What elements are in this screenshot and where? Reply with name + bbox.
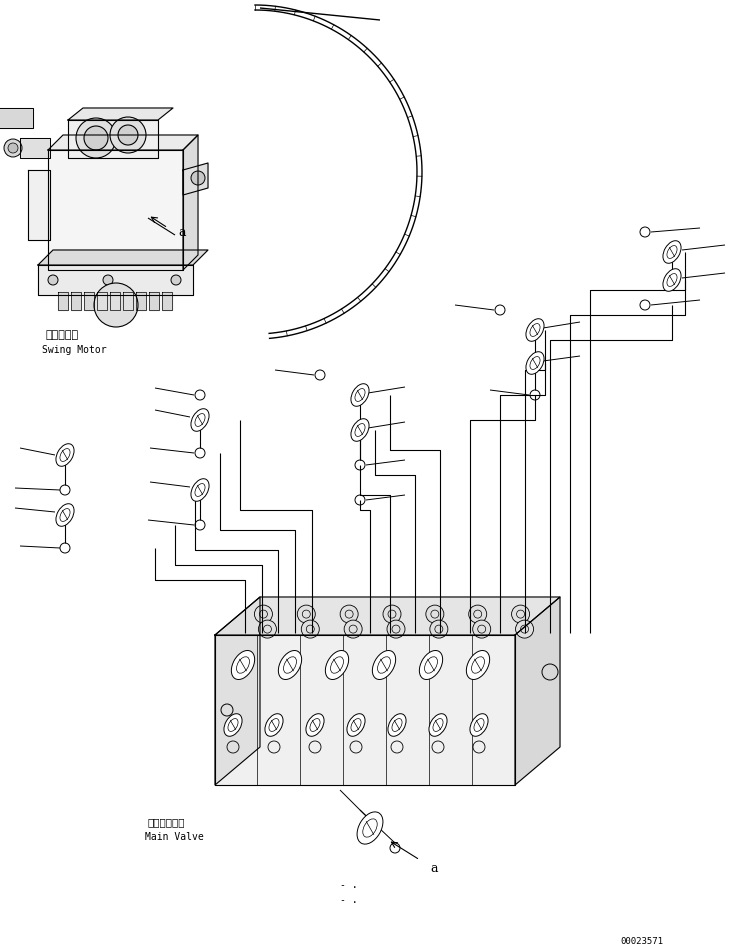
Circle shape xyxy=(473,620,490,638)
Circle shape xyxy=(76,118,116,158)
Circle shape xyxy=(110,117,146,153)
Polygon shape xyxy=(515,597,560,785)
Circle shape xyxy=(383,605,401,623)
Circle shape xyxy=(340,605,358,623)
Circle shape xyxy=(258,620,277,638)
Text: 旋回モータ: 旋回モータ xyxy=(45,330,78,340)
Text: a: a xyxy=(430,862,438,875)
Ellipse shape xyxy=(224,713,242,736)
Circle shape xyxy=(301,620,319,638)
Polygon shape xyxy=(0,108,33,128)
Ellipse shape xyxy=(526,352,544,374)
Polygon shape xyxy=(20,138,50,158)
Circle shape xyxy=(469,605,487,623)
Circle shape xyxy=(344,620,362,638)
Text: Swing Motor: Swing Motor xyxy=(42,345,107,355)
Ellipse shape xyxy=(232,651,255,679)
Polygon shape xyxy=(123,292,133,310)
Polygon shape xyxy=(162,292,172,310)
Circle shape xyxy=(426,605,444,623)
Polygon shape xyxy=(149,292,159,310)
Polygon shape xyxy=(183,135,198,270)
Ellipse shape xyxy=(351,419,369,442)
Circle shape xyxy=(103,275,113,285)
Polygon shape xyxy=(48,135,198,150)
Polygon shape xyxy=(136,292,146,310)
Text: a: a xyxy=(178,225,186,238)
Ellipse shape xyxy=(429,713,447,736)
Ellipse shape xyxy=(265,713,283,736)
Ellipse shape xyxy=(470,713,488,736)
Ellipse shape xyxy=(388,713,406,736)
Text: 00023571: 00023571 xyxy=(620,938,663,946)
Circle shape xyxy=(387,620,405,638)
Text: - .: - . xyxy=(340,880,358,890)
Ellipse shape xyxy=(351,384,369,407)
Polygon shape xyxy=(215,597,560,635)
Ellipse shape xyxy=(372,651,395,679)
Polygon shape xyxy=(38,250,208,265)
Polygon shape xyxy=(71,292,81,310)
Polygon shape xyxy=(110,292,120,310)
Ellipse shape xyxy=(663,240,681,263)
Ellipse shape xyxy=(306,713,324,736)
Circle shape xyxy=(4,139,22,157)
Ellipse shape xyxy=(419,651,443,679)
Polygon shape xyxy=(215,597,260,785)
Polygon shape xyxy=(68,108,173,120)
Circle shape xyxy=(511,605,530,623)
Ellipse shape xyxy=(325,651,349,679)
Circle shape xyxy=(298,605,315,623)
Ellipse shape xyxy=(663,269,681,292)
Ellipse shape xyxy=(191,479,209,502)
Text: メインバルブ: メインバルブ xyxy=(148,817,186,827)
Text: Main Valve: Main Valve xyxy=(145,832,204,842)
Polygon shape xyxy=(58,292,68,310)
Circle shape xyxy=(191,171,205,185)
Polygon shape xyxy=(97,292,107,310)
Polygon shape xyxy=(84,292,94,310)
Circle shape xyxy=(118,125,138,145)
Ellipse shape xyxy=(526,318,544,341)
Circle shape xyxy=(255,605,272,623)
Ellipse shape xyxy=(278,651,302,679)
Circle shape xyxy=(8,143,18,153)
Text: - .: - . xyxy=(340,895,358,905)
Circle shape xyxy=(48,275,58,285)
Circle shape xyxy=(430,620,448,638)
Polygon shape xyxy=(48,150,183,270)
Polygon shape xyxy=(28,170,50,240)
Ellipse shape xyxy=(467,651,490,679)
Ellipse shape xyxy=(56,444,74,466)
Circle shape xyxy=(84,126,108,150)
Polygon shape xyxy=(68,120,158,158)
Circle shape xyxy=(516,620,533,638)
Ellipse shape xyxy=(56,504,74,526)
Ellipse shape xyxy=(357,812,383,845)
Polygon shape xyxy=(215,635,515,785)
Ellipse shape xyxy=(347,713,365,736)
Ellipse shape xyxy=(191,408,209,431)
Circle shape xyxy=(171,275,181,285)
Polygon shape xyxy=(38,265,193,295)
Polygon shape xyxy=(183,163,208,195)
Circle shape xyxy=(94,283,138,327)
